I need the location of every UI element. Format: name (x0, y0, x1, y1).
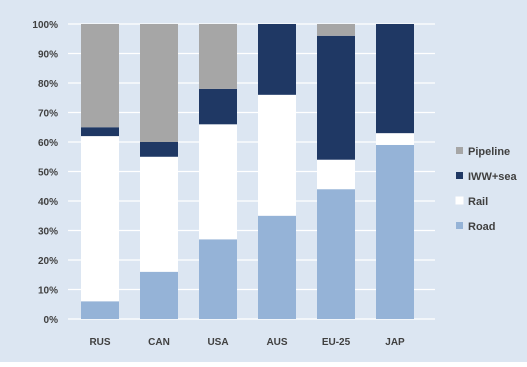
bar-segment-iww-sea-eu-25 (317, 35, 355, 160)
bar-segment-pipeline-can (140, 24, 178, 142)
y-tick-label: 100% (32, 20, 58, 31)
bar-segment-pipeline-rus (81, 24, 119, 128)
bar-segment-rail-can (140, 156, 178, 272)
legend-label: IWW+sea (468, 171, 517, 183)
bar-segment-road-aus (258, 215, 296, 319)
bar-segment-iww-sea-aus (258, 24, 296, 95)
bar-segment-road-eu-25 (317, 189, 355, 319)
gridlines (68, 23, 435, 320)
bar-segment-rail-usa (199, 124, 237, 240)
y-tick-label: 50% (38, 168, 58, 179)
y-tick-label: 40% (38, 197, 58, 208)
bar-segment-road-rus (81, 301, 119, 319)
x-tick-label: USA (207, 337, 228, 348)
y-tick-label: 30% (38, 227, 58, 238)
x-axis-ticks: RUS CAN USA AUS EU-25 JAP (89, 337, 405, 348)
legend-label: Road (468, 221, 496, 233)
legend-swatch (456, 147, 463, 154)
bar-segment-iww-sea-jap (376, 24, 414, 134)
y-tick-label: 10% (38, 286, 58, 297)
x-tick-label: RUS (89, 337, 110, 348)
bars (81, 24, 414, 319)
y-axis-ticks: 0% 10% 20% 30% 40% 50% 60% 70% 80% 90% 100% (32, 20, 58, 326)
bar-segment-iww-sea-rus (81, 127, 119, 137)
bar-segment-iww-sea-can (140, 142, 178, 157)
y-tick-label: 60% (38, 138, 58, 149)
bar-segment-rail-eu-25 (317, 159, 355, 190)
x-tick-label: EU-25 (322, 337, 351, 348)
y-tick-label: 90% (38, 50, 58, 61)
bar-segment-rail-aus (258, 94, 296, 216)
legend: Pipeline IWW+sea Rail Road (455, 146, 517, 233)
legend-swatch (456, 222, 463, 229)
x-tick-label: AUS (266, 337, 287, 348)
y-tick-label: 80% (38, 79, 58, 90)
bar-segment-road-can (140, 271, 178, 319)
legend-label: Pipeline (468, 146, 510, 158)
bar-segment-rail-jap (376, 133, 414, 145)
bar-segment-iww-sea-usa (199, 88, 237, 125)
legend-label: Rail (468, 196, 488, 208)
bar-segment-rail-rus (81, 136, 119, 302)
y-tick-label: 0% (44, 315, 59, 326)
bar-segment-pipeline-usa (199, 24, 237, 89)
bar-segment-road-usa (199, 239, 237, 319)
legend-swatch (455, 196, 464, 205)
bar-segment-road-jap (376, 144, 414, 319)
x-tick-label: JAP (385, 337, 405, 348)
x-tick-label: CAN (148, 337, 170, 348)
legend-swatch (456, 172, 463, 179)
y-tick-label: 20% (38, 256, 58, 267)
bar-segment-pipeline-eu-25 (317, 24, 355, 36)
y-tick-label: 70% (38, 109, 58, 120)
